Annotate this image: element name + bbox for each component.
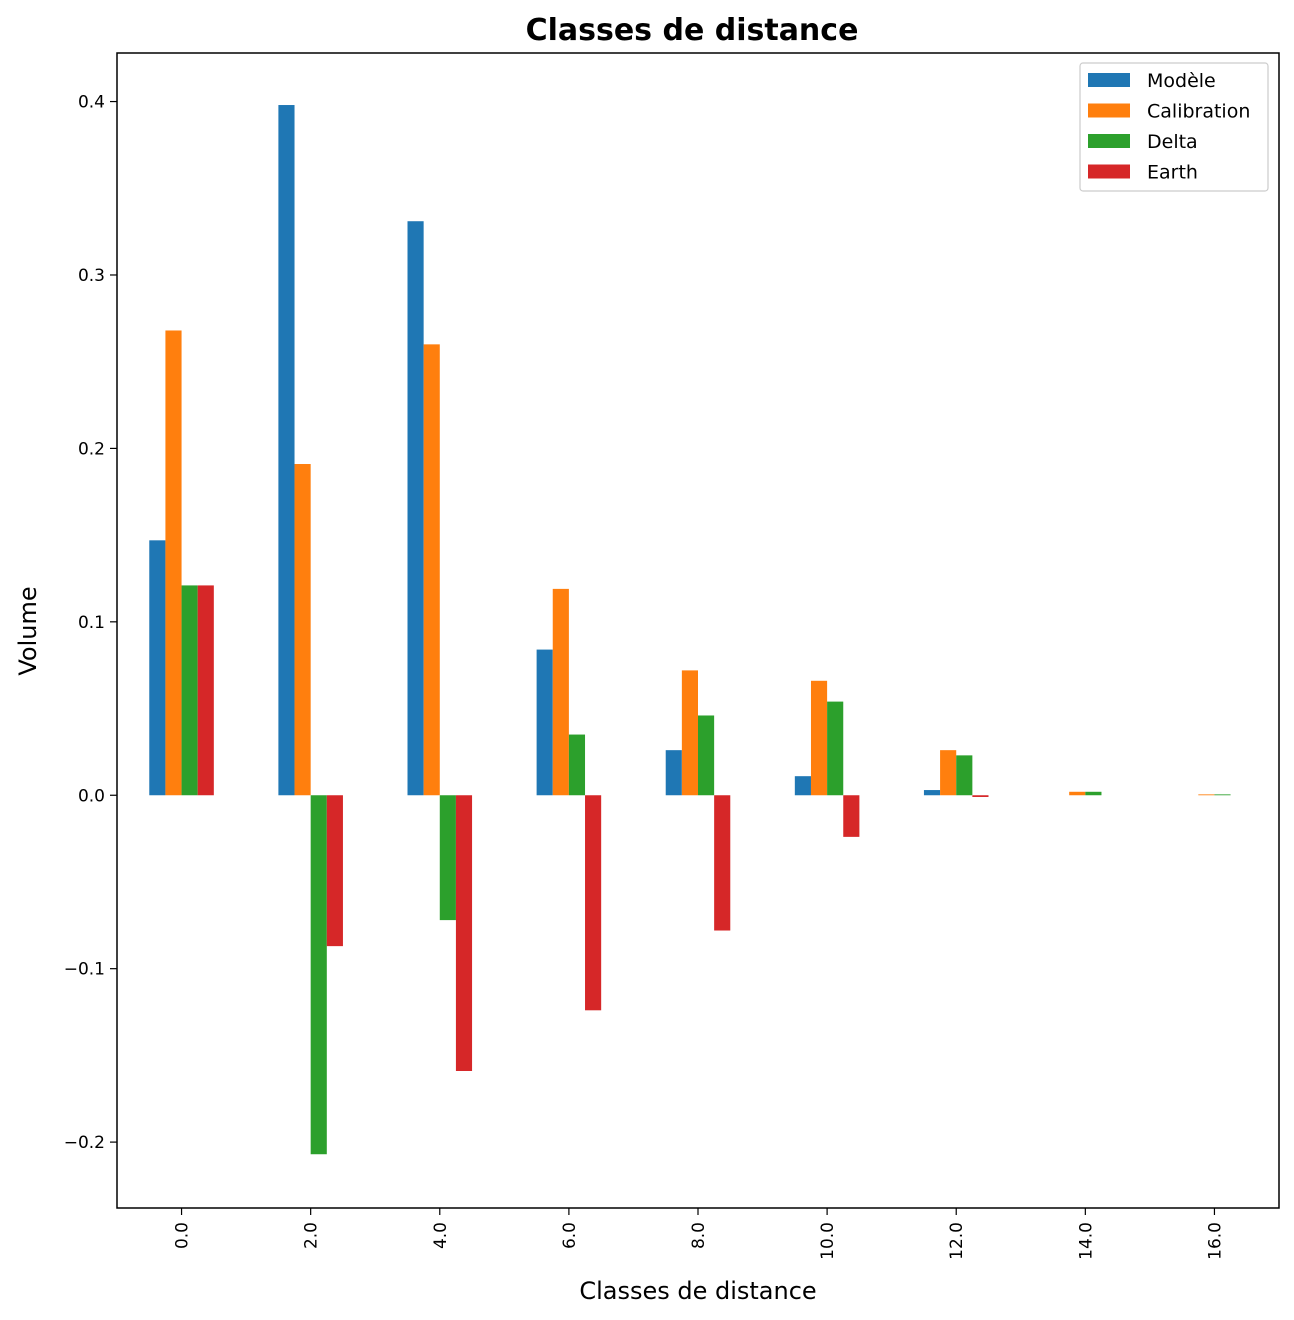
bar (197, 585, 214, 796)
bar (278, 105, 295, 796)
x-tick-label: 8.0 (689, 1222, 709, 1249)
y-tick-label: −0.1 (64, 960, 105, 980)
legend-swatch (1088, 103, 1130, 118)
bar (181, 585, 198, 796)
bar (698, 715, 715, 796)
bar (149, 540, 166, 796)
bars (149, 105, 1231, 1155)
legend: Modèle Calibration Delta Earth (1079, 62, 1269, 192)
bar (310, 795, 327, 1155)
bar (827, 701, 844, 796)
bar (423, 344, 440, 796)
bar (665, 750, 682, 796)
legend-box (1079, 62, 1269, 192)
bar (165, 330, 182, 796)
y-tick-label: 0.3 (78, 266, 105, 286)
bar (681, 670, 698, 796)
bar (439, 795, 456, 921)
x-tick-label: 14.0 (1076, 1222, 1096, 1260)
bar (585, 795, 602, 1011)
x-tick-label: 4.0 (431, 1222, 451, 1249)
bar (810, 680, 828, 796)
bar (1214, 794, 1231, 796)
y-tick-label: −0.2 (64, 1133, 105, 1153)
x-tick-label: 10.0 (818, 1222, 838, 1260)
y-tick-label: 0.0 (78, 786, 105, 806)
x-axis-title: Classes de distance (579, 1277, 816, 1305)
plot-frame (116, 52, 1280, 1209)
bar (956, 755, 973, 796)
legend-label: Calibration (1147, 101, 1250, 123)
x-tick-label: 16.0 (1205, 1222, 1225, 1260)
bar (972, 795, 989, 797)
legend-swatch (1088, 73, 1130, 87)
bar (326, 795, 343, 947)
bar (714, 795, 731, 931)
x-tick-label: 12.0 (947, 1222, 967, 1260)
bar (455, 795, 473, 1071)
bar (843, 795, 860, 837)
bar (1069, 791, 1086, 796)
legend-label: Modèle (1147, 70, 1216, 92)
y-axis-title: Volume (14, 586, 42, 675)
legend-swatch (1088, 134, 1130, 148)
chart-title: Classes de distance (526, 13, 859, 48)
bar (794, 776, 811, 796)
y-axis: −0.2 −0.1 0.0 0.1 0.2 0.3 0.4 (64, 93, 117, 1153)
bar (536, 649, 553, 796)
x-axis: 0.0 2.0 4.0 6.0 8.0 10.0 12.0 14.0 16.0 (173, 1208, 1225, 1260)
bar (568, 734, 586, 796)
bar (1198, 794, 1215, 796)
bar (294, 464, 311, 796)
y-tick-label: 0.2 (78, 439, 105, 459)
bar (923, 790, 941, 796)
legend-label: Delta (1147, 131, 1198, 153)
bar (552, 588, 569, 796)
x-tick-label: 0.0 (173, 1222, 193, 1249)
y-tick-label: 0.1 (78, 613, 105, 633)
bar (407, 221, 424, 796)
x-tick-label: 6.0 (560, 1222, 580, 1249)
bar (1085, 791, 1102, 796)
bar (940, 750, 957, 796)
legend-label: Earth (1147, 162, 1198, 184)
legend-swatch (1088, 164, 1130, 179)
y-tick-label: 0.4 (78, 93, 105, 113)
x-tick-label: 2.0 (302, 1222, 322, 1249)
